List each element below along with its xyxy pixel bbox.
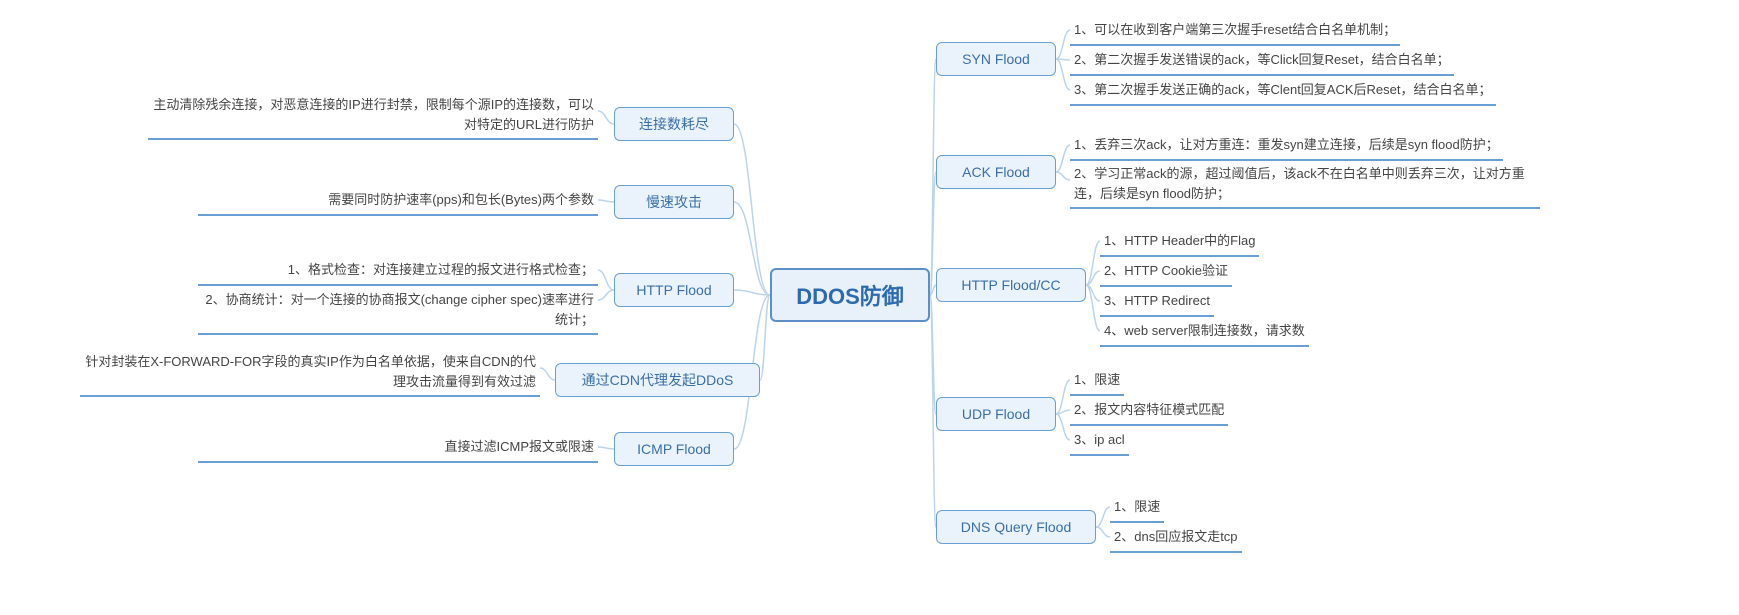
leaf-text: 1、格式检查：对连接建立过程的报文进行格式检查；	[198, 258, 598, 286]
leaf-text: 直接过滤ICMP报文或限速	[198, 435, 598, 463]
leaf-text: 1、丢弃三次ack，让对方重连：重发syn建立连接，后续是syn flood防护…	[1070, 133, 1503, 161]
leaf-text: 2、学习正常ack的源，超过阈值后，该ack不在白名单中则丢弃三次，让对方重连，…	[1070, 162, 1540, 209]
branch-node: ICMP Flood	[614, 432, 734, 466]
leaf-text: 2、HTTP Cookie验证	[1100, 259, 1232, 287]
leaf-text: 1、限速	[1110, 495, 1164, 523]
branch-node: HTTP Flood	[614, 273, 734, 307]
leaf-text: 4、web server限制连接数，请求数	[1100, 319, 1309, 347]
leaf-text: 1、HTTP Header中的Flag	[1100, 229, 1259, 257]
leaf-text: 1、可以在收到客户端第三次握手reset结合白名单机制；	[1070, 18, 1400, 46]
leaf-text: 2、报文内容特征模式匹配	[1070, 398, 1228, 426]
branch-node: 慢速攻击	[614, 185, 734, 219]
leaf-text: 3、第二次握手发送正确的ack，等Clent回复ACK后Reset，结合白名单；	[1070, 78, 1496, 106]
branch-node: SYN Flood	[936, 42, 1056, 76]
leaf-text: 1、限速	[1070, 368, 1124, 396]
branch-node: UDP Flood	[936, 397, 1056, 431]
leaf-text: 主动清除残余连接，对恶意连接的IP进行封禁，限制每个源IP的连接数，可以对特定的…	[148, 93, 598, 140]
branch-node: HTTP Flood/CC	[936, 268, 1086, 302]
leaf-text: 针对封装在X-FORWARD-FOR字段的真实IP作为白名单依据，使来自CDN的…	[80, 350, 540, 397]
leaf-text: 2、协商统计：对一个连接的协商报文(change cipher spec)速率进…	[198, 288, 598, 335]
leaf-text: 3、HTTP Redirect	[1100, 289, 1214, 317]
branch-node: 通过CDN代理发起DDoS	[555, 363, 760, 397]
root-node: DDOS防御	[770, 268, 930, 322]
branch-node: 连接数耗尽	[614, 107, 734, 141]
leaf-text: 2、第二次握手发送错误的ack，等Click回复Reset，结合白名单；	[1070, 48, 1454, 76]
leaf-text: 3、ip acl	[1070, 428, 1129, 456]
leaf-text: 需要同时防护速率(pps)和包长(Bytes)两个参数	[198, 188, 598, 216]
branch-node: DNS Query Flood	[936, 510, 1096, 544]
branch-node: ACK Flood	[936, 155, 1056, 189]
leaf-text: 2、dns回应报文走tcp	[1110, 525, 1242, 553]
